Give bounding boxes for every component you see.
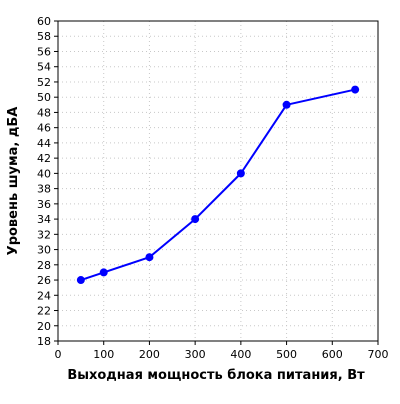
- tick-labels: 0 100 200 300 400 500 600 700 18 20 22 24 26 28 30 32 34…: [37, 15, 389, 361]
- y-tick-label: 52: [37, 76, 51, 89]
- y-tick-label: 18: [37, 335, 51, 348]
- plot-frame: [57, 20, 379, 342]
- data-point: [282, 100, 291, 109]
- data-point: [351, 85, 360, 94]
- y-tick-label: 56: [37, 45, 51, 58]
- x-tick-label: 300: [185, 348, 206, 361]
- x-axis-title: Выходная мощность блока питания, Вт: [67, 368, 365, 383]
- y-tick-label: 38: [37, 183, 51, 196]
- y-tick-label: 44: [37, 137, 51, 150]
- y-tick-label: 22: [37, 305, 51, 318]
- data-point: [145, 253, 154, 262]
- x-tick-label: 200: [139, 348, 160, 361]
- y-tick-label: 54: [37, 61, 51, 74]
- y-tick-label: 26: [37, 274, 51, 287]
- y-tick-label: 30: [37, 244, 51, 257]
- y-tick-label: 32: [37, 228, 51, 241]
- data-point: [76, 276, 85, 285]
- y-tick-label: 60: [37, 15, 51, 28]
- data-point: [99, 268, 108, 277]
- y-tick-label: 46: [37, 122, 51, 135]
- y-tick-label: 28: [37, 259, 51, 272]
- data-point: [236, 169, 245, 178]
- x-tick-label: 0: [55, 348, 62, 361]
- y-tick-label: 24: [37, 289, 51, 302]
- y-tick-label: 50: [37, 91, 51, 104]
- y-tick-label: 36: [37, 198, 51, 211]
- x-tick-label: 400: [230, 348, 251, 361]
- y-tick-label: 20: [37, 320, 51, 333]
- x-tick-label: 100: [93, 348, 114, 361]
- data-point: [191, 215, 200, 224]
- y-axis-title: Уровень шума, дБА: [6, 107, 21, 256]
- axes: [54, 20, 379, 345]
- grid: [58, 21, 378, 341]
- series-line: [80, 88, 356, 281]
- series: [76, 85, 360, 285]
- y-tick-label: 42: [37, 152, 51, 165]
- x-tick-label: 700: [368, 348, 389, 361]
- x-tick-label: 600: [322, 348, 343, 361]
- y-tick-label: 58: [37, 30, 51, 43]
- x-tick-label: 500: [276, 348, 297, 361]
- y-tick-label: 40: [37, 167, 51, 180]
- y-tick-label: 34: [37, 213, 51, 226]
- y-tick-label: 48: [37, 106, 51, 119]
